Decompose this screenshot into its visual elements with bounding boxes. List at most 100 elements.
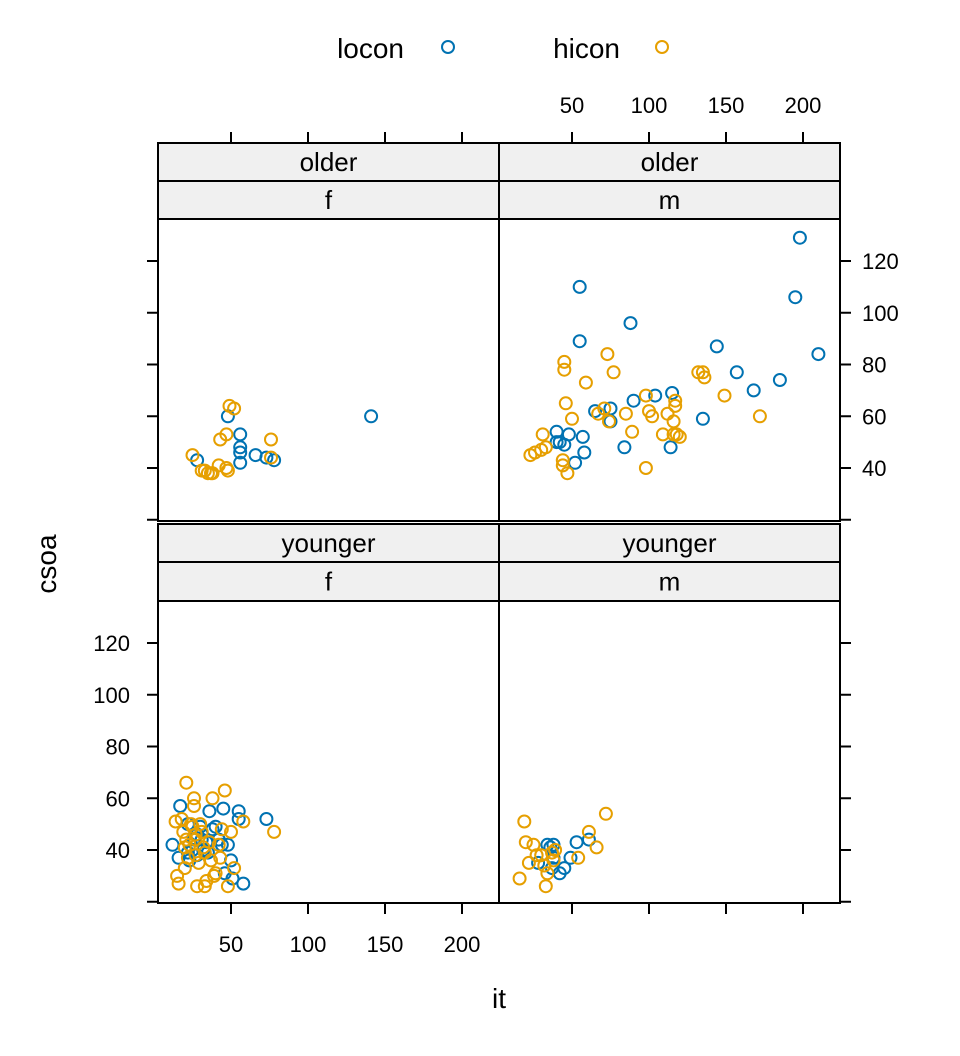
point-hicon — [205, 791, 220, 806]
point-locon — [531, 855, 546, 870]
panel-older-f: older f — [157, 142, 500, 522]
strip-label-younger-f-1: f — [325, 567, 333, 597]
point-hicon — [217, 783, 232, 798]
strip-label-older-m-1: m — [659, 185, 681, 215]
strip-younger-m-1 — [498, 561, 841, 602]
point-hicon — [170, 868, 185, 883]
point-hicon — [168, 814, 183, 829]
point-locon — [236, 876, 251, 891]
x-tick-label-top: 50 — [560, 93, 584, 118]
point-hicon — [188, 848, 203, 863]
point-locon — [208, 819, 223, 834]
x-tick-label-bottom: 50 — [219, 932, 243, 957]
point-locon — [577, 445, 592, 460]
point-hicon — [606, 365, 621, 380]
point-locon — [225, 871, 240, 886]
panel-younger-f: younger f — [157, 523, 500, 904]
legend-marker-locon — [441, 40, 455, 54]
point-hicon — [581, 824, 596, 839]
x-axis-title: it — [492, 983, 506, 1014]
strip-label-younger-f-0: younger — [282, 528, 376, 558]
point-hicon — [538, 879, 553, 894]
point-locon — [233, 427, 248, 442]
point-hicon — [600, 347, 615, 362]
point-hicon — [538, 440, 553, 455]
point-hicon — [521, 855, 536, 870]
point-hicon — [589, 840, 604, 855]
point-locon — [581, 832, 596, 847]
point-hicon — [227, 401, 242, 416]
point-hicon — [529, 848, 544, 863]
strip-older-m-1 — [498, 180, 841, 220]
point-hicon — [187, 799, 201, 813]
x-tick-label-bottom: 150 — [367, 932, 404, 957]
point-hicon — [194, 824, 209, 839]
strip-older-f-1 — [157, 180, 500, 220]
point-locon — [220, 837, 235, 852]
point-hicon — [185, 448, 200, 463]
x-tick-label-top: 200 — [785, 93, 822, 118]
strip-older-f-0 — [157, 142, 500, 182]
panel-younger-m: younger m — [498, 523, 841, 904]
y-tick-label-left: 80 — [106, 735, 130, 760]
y-tick-label-left: 60 — [106, 786, 130, 811]
point-locon — [746, 383, 761, 398]
strip-label-younger-m-0: younger — [623, 528, 717, 558]
point-locon — [575, 429, 590, 444]
point-locon — [709, 339, 724, 354]
point-hicon — [193, 817, 208, 832]
point-locon — [568, 455, 583, 470]
point-hicon — [211, 837, 226, 852]
point-locon — [572, 334, 587, 349]
point-locon — [792, 230, 807, 245]
point-hicon — [535, 427, 550, 442]
point-locon — [561, 427, 576, 442]
point-locon — [572, 279, 587, 294]
point-locon — [772, 373, 787, 387]
point-locon — [216, 801, 231, 816]
point-hicon — [602, 414, 616, 429]
legend: locon hicon — [337, 33, 669, 64]
point-hicon — [717, 388, 732, 403]
point-hicon — [197, 463, 212, 478]
panels: older f older m younger f younger m — [157, 142, 841, 904]
point-hicon — [625, 424, 640, 439]
point-locon — [626, 393, 641, 408]
strip-older-m-0 — [498, 142, 841, 182]
point-hicon — [267, 824, 282, 839]
point-locon — [267, 453, 282, 468]
point-locon — [648, 388, 663, 403]
point-hicon — [204, 853, 218, 868]
point-hicon — [546, 853, 561, 868]
y-axis-title: csoa — [31, 534, 62, 594]
point-locon — [811, 347, 826, 362]
point-hicon — [202, 835, 217, 850]
y-tick-label-left: 120 — [93, 631, 130, 656]
strip-younger-f-1 — [157, 561, 500, 602]
point-locon — [695, 411, 710, 426]
point-hicon — [598, 806, 613, 821]
point-locon — [557, 861, 572, 876]
point-hicon — [517, 814, 532, 829]
point-hicon — [668, 398, 683, 413]
point-hicon — [578, 375, 593, 390]
point-hicon — [669, 427, 684, 442]
point-hicon — [545, 845, 559, 860]
point-hicon — [668, 393, 683, 408]
point-hicon — [655, 427, 670, 442]
point-hicon — [171, 876, 186, 891]
point-locon — [623, 316, 638, 331]
point-locon — [233, 455, 248, 470]
point-locon — [259, 812, 274, 826]
point-locon — [364, 409, 379, 424]
point-locon — [569, 835, 584, 850]
panel-frame-younger-m — [498, 600, 841, 904]
point-hicon — [557, 354, 572, 369]
point-locon — [563, 850, 578, 865]
point-hicon — [213, 850, 228, 865]
point-hicon — [540, 866, 555, 881]
axes: 50 50 100 100 150 150 200 200 40 40 60 60 80 80 100 100… — [93, 93, 898, 957]
point-hicon — [512, 871, 527, 886]
point-hicon — [220, 463, 235, 478]
y-tick-label-right: 40 — [862, 456, 886, 481]
